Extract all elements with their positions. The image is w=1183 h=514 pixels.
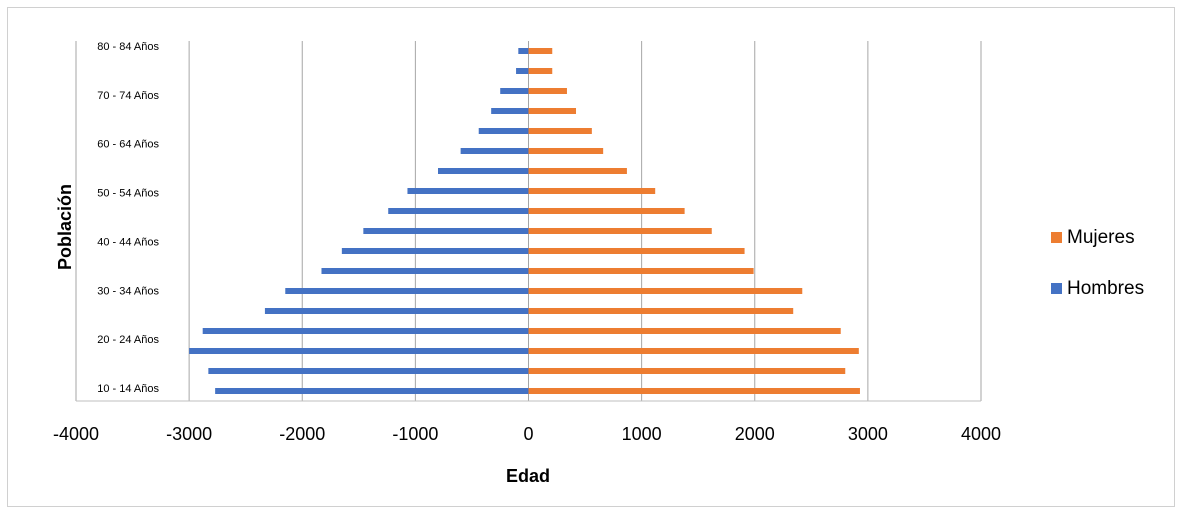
population-pyramid-chart: 10 - 14 Años 20 - 24 Años 30 - 34 Años 40 -… <box>53 41 1144 486</box>
bar-mujeres <box>528 148 604 154</box>
x-tick-label: -1000 <box>392 424 438 444</box>
bar-hombres <box>208 368 529 374</box>
bar-mujeres <box>528 328 841 334</box>
bar-mujeres <box>528 228 712 234</box>
bar-mujeres <box>528 248 745 254</box>
bar-mujeres <box>528 288 803 294</box>
y-tick-labels: 10 - 14 Años 20 - 24 Años 30 - 34 Años 40 -… <box>97 41 159 395</box>
bar-hombres <box>491 108 529 114</box>
bar-mujeres <box>528 208 685 214</box>
legend-label-mujeres: Mujeres <box>1067 227 1135 248</box>
bar-mujeres <box>528 268 754 274</box>
bar-mujeres <box>528 348 859 354</box>
bar-mujeres <box>528 388 860 394</box>
bar-mujeres <box>528 108 577 114</box>
x-tick-label: -2000 <box>279 424 325 444</box>
bar-hombres <box>460 148 529 154</box>
bar-hombres <box>500 88 529 94</box>
bar-hombres <box>516 68 529 74</box>
bar-hombres <box>341 248 529 254</box>
bar-hombres <box>189 348 529 354</box>
x-tick-label: 4000 <box>961 424 1001 444</box>
y-tick-label: 20 - 24 Años <box>97 334 159 346</box>
bar-hombres <box>215 388 529 394</box>
x-tick-label: -3000 <box>166 424 212 444</box>
x-tick-label: -4000 <box>53 424 99 444</box>
bar-hombres <box>407 188 529 194</box>
legend-swatch-mujeres <box>1051 232 1062 243</box>
bar-mujeres <box>528 68 553 74</box>
y-tick-label: 50 - 54 Años <box>97 188 159 200</box>
y-tick-label: 60 - 64 Años <box>97 139 159 151</box>
bar-mujeres <box>528 128 592 134</box>
bar-hombres <box>321 268 529 274</box>
y-tick-label: 30 - 34 Años <box>97 285 159 297</box>
bar-mujeres <box>528 168 627 174</box>
bar-hombres <box>478 128 529 134</box>
legend: Mujeres Hombres <box>1051 227 1144 299</box>
bar-hombres <box>264 308 529 314</box>
legend-swatch-hombres <box>1051 283 1062 294</box>
x-axis-title: Edad <box>506 466 550 486</box>
bars <box>189 48 860 394</box>
y-tick-label: 70 - 74 Años <box>97 90 159 102</box>
grid-lines <box>75 41 982 402</box>
chart-frame: 10 - 14 Años 20 - 24 Años 30 - 34 Años 40 -… <box>7 7 1175 507</box>
bar-hombres <box>518 48 529 54</box>
bar-hombres <box>438 168 529 174</box>
bar-hombres <box>388 208 529 214</box>
bar-mujeres <box>528 88 567 94</box>
y-tick-label: 40 - 44 Años <box>97 236 159 248</box>
bar-hombres <box>363 228 529 234</box>
bar-mujeres <box>528 48 553 54</box>
x-tick-label: 2000 <box>735 424 775 444</box>
x-tick-label: 1000 <box>622 424 662 444</box>
y-axis-title: Población <box>55 184 75 270</box>
x-tick-label: 3000 <box>848 424 888 444</box>
x-tick-label: 0 <box>523 424 533 444</box>
y-tick-label: 10 - 14 Años <box>97 383 159 395</box>
y-tick-label: 80 - 84 Años <box>97 41 159 53</box>
bar-hombres <box>202 328 529 334</box>
bar-hombres <box>285 288 529 294</box>
x-tick-labels: -4000 -3000 -2000 -1000 0 1000 2000 3000 4000 <box>53 424 1001 444</box>
bar-mujeres <box>528 308 794 314</box>
bar-mujeres <box>528 368 846 374</box>
legend-label-hombres: Hombres <box>1067 278 1144 299</box>
bar-mujeres <box>528 188 656 194</box>
